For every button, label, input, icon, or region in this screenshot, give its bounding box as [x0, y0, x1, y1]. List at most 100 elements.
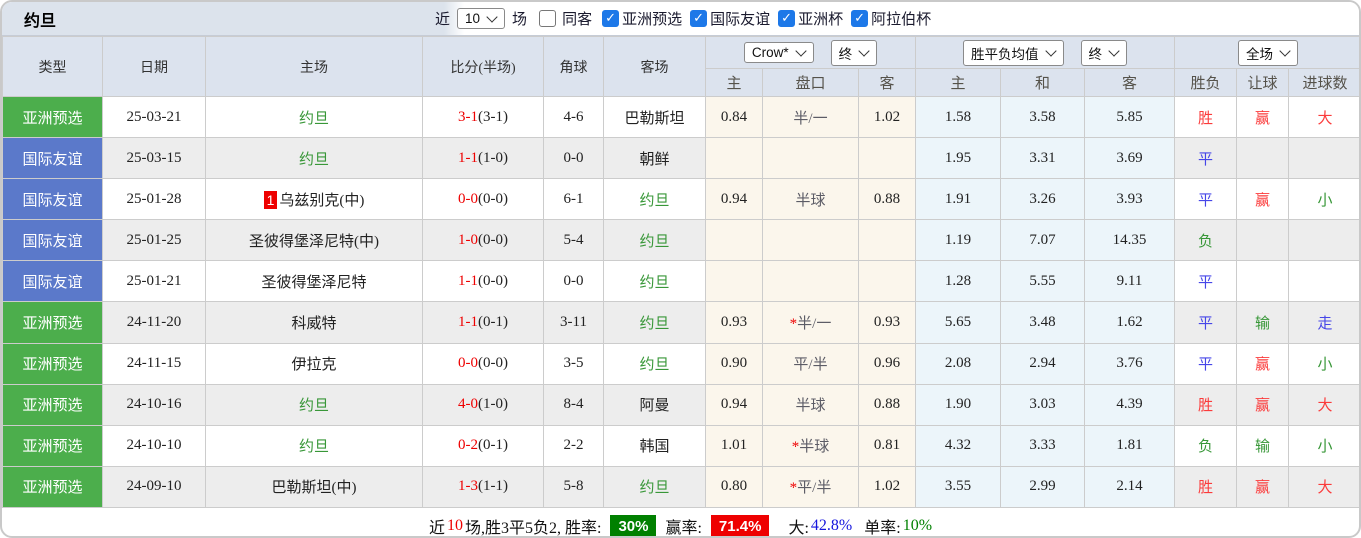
handicap-home-odds: 0.93: [705, 301, 763, 344]
handicap-result-mark: 赢: [1236, 465, 1290, 508]
handicap-away-odds: [858, 137, 916, 180]
handicap-result-mark: 输: [1236, 301, 1290, 344]
chevron-down-icon: [794, 44, 807, 57]
team-name: 约旦: [298, 439, 329, 456]
match-type-badge: 国际友谊: [2, 178, 103, 221]
half-time-score: (0-1): [478, 437, 508, 454]
handicap-away-odds: [858, 260, 916, 303]
corner-score: 0-0: [543, 137, 604, 180]
home-team: 约旦: [205, 95, 423, 139]
handicap-line: 半球: [762, 383, 859, 426]
subcol-avg-home: 主: [915, 68, 1001, 97]
avg-away-odds: 1.62: [1083, 301, 1176, 344]
goals-result-mark: 小: [1288, 342, 1359, 385]
result-mark: 胜: [1174, 383, 1238, 426]
goals-result-mark: [1288, 219, 1359, 262]
competition-label: 亚洲杯: [798, 12, 844, 28]
avg-time-value: 终: [1088, 46, 1103, 62]
team-name: 约旦: [639, 192, 670, 209]
away-team: 约旦: [603, 260, 706, 303]
team-name: 约旦: [639, 357, 670, 374]
scope-select[interactable]: 全场: [1238, 39, 1299, 66]
home-team: 圣彼得堡泽尼特: [205, 260, 423, 303]
avg-time-select[interactable]: 终: [1080, 39, 1128, 66]
goals-result-mark: 大: [1288, 465, 1359, 508]
match-date: 25-01-25: [102, 219, 206, 262]
competition-checkbox[interactable]: ✓: [690, 10, 708, 27]
match-count-value: 10: [465, 11, 481, 26]
away-team: 阿曼: [603, 383, 706, 426]
match-type-badge: 国际友谊: [2, 260, 103, 303]
bookmaker-time-select[interactable]: 终: [830, 39, 878, 66]
match-score: 1-1(0-0): [422, 260, 544, 303]
early-odds-star: *: [789, 316, 798, 333]
avg-draw-odds: 3.48: [1000, 301, 1085, 344]
result-mark: 平: [1174, 260, 1238, 303]
away-team: 约旦: [603, 219, 706, 262]
bookmaker-select[interactable]: Crow*: [743, 42, 814, 63]
table-row: 亚洲预选 24-11-20 科威特 1-1(0-1) 3-11 约旦 0.93 …: [2, 301, 1359, 344]
match-date: 25-03-21: [102, 95, 206, 139]
away-team: 约旦: [603, 342, 706, 385]
table-row: 亚洲预选 24-11-15 伊拉克 0-0(0-0) 3-5 约旦 0.90 平…: [2, 342, 1359, 385]
avg-home-odds: 2.08: [915, 342, 1001, 385]
handicap-away-odds: 1.02: [858, 465, 916, 508]
col-away: 客场: [603, 36, 706, 97]
avg-odds-select[interactable]: 胜平负均值: [963, 39, 1064, 66]
handicap-away-odds: [858, 219, 916, 262]
same-away-checkbox[interactable]: [539, 10, 557, 27]
table-row: 国际友谊 25-01-21 圣彼得堡泽尼特 1-1(0-0) 0-0 约旦 1.…: [2, 260, 1359, 303]
competition-checkbox[interactable]: ✓: [851, 10, 869, 27]
corner-score: 0-0: [543, 260, 604, 303]
goals-result-mark: 大: [1288, 95, 1359, 139]
match-date: 24-09-10: [102, 465, 206, 508]
bookmaker-time-value: 终: [838, 46, 853, 62]
handicap-result-mark: [1236, 219, 1290, 262]
match-date: 25-03-15: [102, 137, 206, 180]
col-score: 比分(半场): [422, 36, 544, 97]
match-score: 0-0(0-0): [422, 342, 544, 385]
handicap-line: 半球: [762, 178, 859, 221]
big-rate-value: 42.8%: [810, 517, 853, 535]
full-time-score: 1-0: [458, 231, 478, 248]
avg-away-odds: 3.69: [1083, 137, 1176, 180]
col-corner: 角球: [543, 36, 604, 97]
handicap-rate-label: 赢率:: [665, 520, 702, 538]
avg-away-odds: 1.81: [1083, 424, 1176, 467]
handicap-away-odds: 0.93: [858, 301, 916, 344]
competition-checkbox[interactable]: ✓: [778, 10, 796, 27]
team-name: 韩国: [639, 439, 670, 456]
team-name: 巴勒斯坦: [624, 110, 685, 127]
subcol-handicap-away: 客: [858, 68, 916, 97]
match-count-select[interactable]: 10: [457, 8, 506, 29]
match-type-badge: 亚洲预选: [2, 342, 103, 385]
goals-result-mark: 小: [1288, 424, 1359, 467]
chevron-down-icon: [1279, 44, 1291, 57]
corner-score: 8-4: [543, 383, 604, 426]
away-team: 约旦: [603, 301, 706, 344]
table-row: 国际友谊 25-01-25 圣彼得堡泽尼特(中) 1-0(0-0) 5-4 约旦…: [2, 219, 1359, 262]
early-odds-star: *: [789, 480, 798, 497]
handicap-result-mark: 赢: [1236, 178, 1290, 221]
match-date: 25-01-21: [102, 260, 206, 303]
handicap-line: 半/一: [762, 95, 859, 139]
match-score: 1-3(1-1): [422, 465, 544, 508]
half-time-score: (0-0): [478, 355, 508, 372]
avg-home-odds: 1.91: [915, 178, 1001, 221]
full-time-score: 0-0: [458, 190, 478, 207]
table-row: 亚洲预选 24-09-10 巴勒斯坦(中) 1-3(1-1) 5-8 约旦 0.…: [2, 465, 1359, 508]
bookmaker-value: Crow*: [751, 45, 789, 60]
result-mark: 负: [1174, 219, 1238, 262]
handicap-away-odds: 0.88: [858, 178, 916, 221]
handicap-home-odds: 0.94: [705, 383, 763, 426]
match-type-badge: 国际友谊: [2, 219, 103, 262]
competition-checkbox[interactable]: ✓: [602, 10, 620, 27]
full-time-score: 0-0: [458, 355, 478, 372]
team-name: 科威特: [291, 316, 337, 333]
home-team: 伊拉克: [205, 342, 423, 385]
match-score: 0-0(0-0): [422, 178, 544, 221]
handicap-home-odds: [705, 260, 763, 303]
handicap-result-mark: 赢: [1236, 342, 1290, 385]
corner-score: 4-6: [543, 95, 604, 139]
avg-away-odds: 3.76: [1083, 342, 1176, 385]
